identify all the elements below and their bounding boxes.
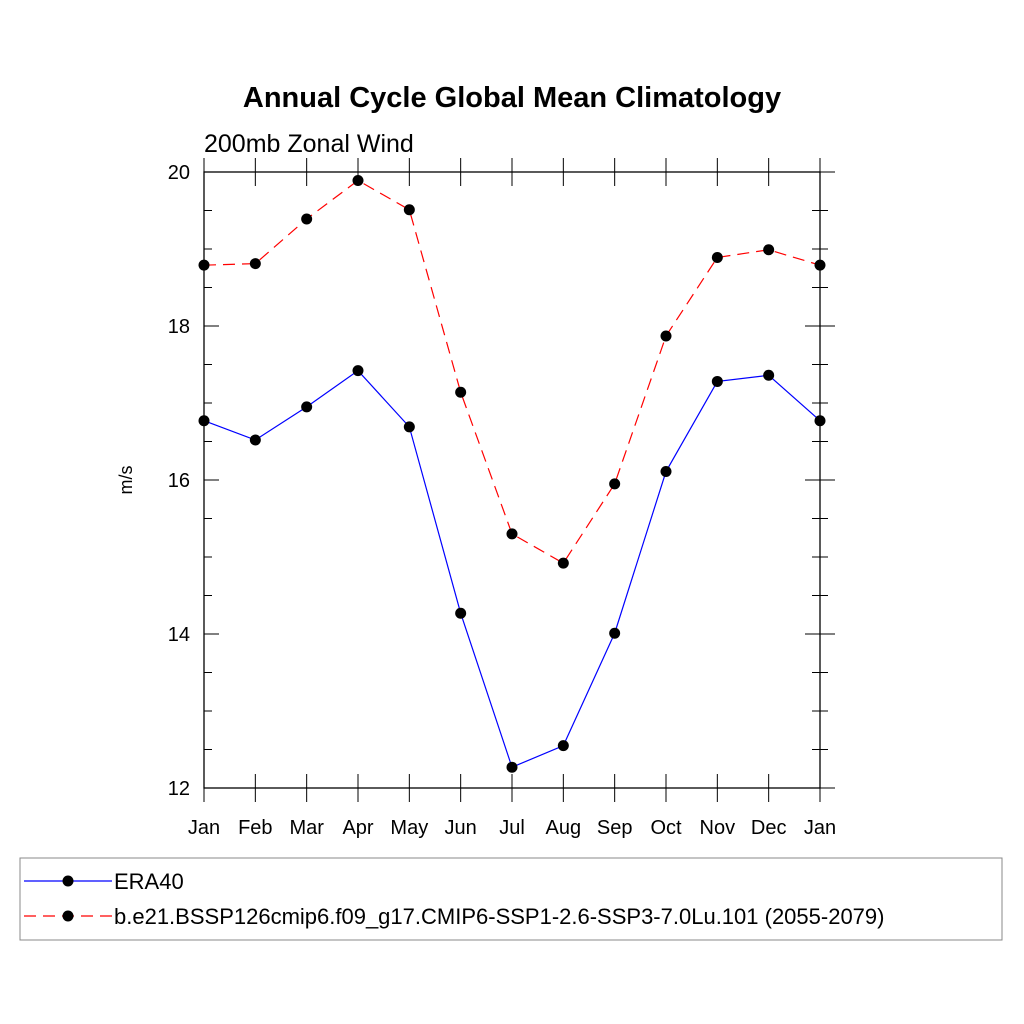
data-point	[249, 258, 261, 270]
x-tick-label: Apr	[342, 817, 373, 839]
y-tick-label: 18	[168, 316, 190, 338]
series-group	[198, 174, 826, 773]
chart-title: Annual Cycle Global Mean Climatology	[243, 82, 781, 114]
x-tick-label: Jun	[445, 817, 477, 839]
data-point	[506, 761, 518, 773]
series-line	[203, 179, 821, 564]
x-tick-label: Mar	[289, 817, 324, 839]
legend-box	[19, 857, 1003, 941]
data-point	[660, 330, 672, 342]
data-point	[249, 434, 261, 446]
x-tick-label: Sep	[597, 817, 633, 839]
data-point	[506, 528, 518, 540]
data-point	[609, 627, 621, 639]
x-tick-label: May	[390, 817, 428, 839]
data-point	[814, 415, 826, 427]
x-tick-label: Jan	[804, 817, 836, 839]
data-point	[763, 369, 775, 381]
x-tick-label: Nov	[700, 817, 736, 839]
x-tick-label: Jul	[499, 817, 525, 839]
data-point	[301, 401, 313, 413]
series-line	[203, 369, 821, 769]
y-axis-label: m/s	[116, 466, 136, 495]
x-tick-label: Dec	[751, 817, 787, 839]
legend-label: ERA40	[114, 869, 184, 894]
legend-marker	[62, 875, 74, 887]
data-point	[711, 375, 723, 387]
y-tick-label: 14	[168, 624, 190, 646]
legend: ERA40 b.e21.BSSP126cmip6.f09_g17.CMIP6-SS…	[24, 869, 884, 929]
data-point	[352, 174, 364, 186]
x-tick-label: Oct	[650, 817, 682, 839]
x-tick-labels: Jan Feb Mar Apr May Jun Jul Aug Sep Oct Nov Dec Jan	[188, 817, 836, 839]
data-point	[403, 204, 415, 216]
y-tick-labels: 12 14 16 18 20	[168, 162, 190, 800]
data-point	[198, 259, 210, 271]
data-point	[455, 607, 467, 619]
data-point	[557, 557, 569, 569]
y-tick-label: 16	[168, 470, 190, 492]
data-point	[660, 466, 672, 478]
legend-label: b.e21.BSSP126cmip6.f09_g17.CMIP6-SSP1-2.…	[114, 904, 884, 929]
data-point	[711, 251, 723, 263]
data-point	[352, 365, 364, 377]
data-point	[557, 740, 569, 752]
x-tick-label: Feb	[238, 817, 272, 839]
data-point	[763, 244, 775, 256]
y-tick-label: 12	[168, 778, 190, 800]
x-tick-label: Jan	[188, 817, 220, 839]
data-point	[301, 213, 313, 225]
chart-subtitle: 200mb Zonal Wind	[204, 130, 414, 158]
plot-frame	[203, 171, 821, 789]
data-point	[814, 259, 826, 271]
y-tick-label: 20	[168, 162, 190, 184]
data-point	[455, 386, 467, 398]
data-point	[609, 478, 621, 490]
legend-marker	[62, 910, 74, 922]
series-0	[198, 365, 826, 773]
data-point	[403, 421, 415, 433]
x-tick-label: Aug	[546, 817, 582, 839]
data-point	[198, 415, 210, 427]
series-1	[198, 174, 826, 569]
axis-ticks	[203, 158, 835, 802]
